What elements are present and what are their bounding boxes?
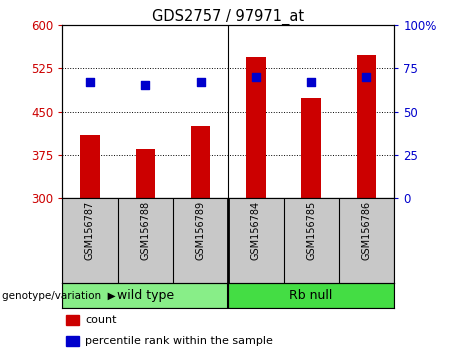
Bar — [65, 336, 79, 346]
FancyBboxPatch shape — [62, 283, 228, 308]
Text: genotype/variation  ▶: genotype/variation ▶ — [2, 291, 116, 301]
Text: wild type: wild type — [117, 289, 174, 302]
Point — [142, 82, 149, 88]
Point — [363, 74, 370, 80]
Text: GSM156788: GSM156788 — [140, 201, 150, 260]
Bar — [357, 55, 376, 198]
Text: GSM156789: GSM156789 — [195, 201, 206, 260]
Point — [307, 79, 315, 85]
Text: GSM156785: GSM156785 — [306, 201, 316, 260]
Point — [86, 79, 94, 85]
FancyBboxPatch shape — [228, 283, 394, 308]
Text: Rb null: Rb null — [290, 289, 333, 302]
Text: GSM156786: GSM156786 — [361, 201, 372, 260]
Text: GSM156784: GSM156784 — [251, 201, 261, 260]
Bar — [301, 98, 321, 198]
Bar — [136, 149, 155, 198]
Text: GSM156787: GSM156787 — [85, 201, 95, 260]
Title: GDS2757 / 97971_at: GDS2757 / 97971_at — [152, 8, 304, 25]
Bar — [191, 126, 210, 198]
Bar — [80, 135, 100, 198]
Point — [252, 74, 260, 80]
Text: count: count — [85, 315, 117, 325]
Bar — [65, 315, 79, 325]
Point — [197, 79, 204, 85]
Bar — [246, 57, 266, 198]
Text: percentile rank within the sample: percentile rank within the sample — [85, 336, 273, 346]
